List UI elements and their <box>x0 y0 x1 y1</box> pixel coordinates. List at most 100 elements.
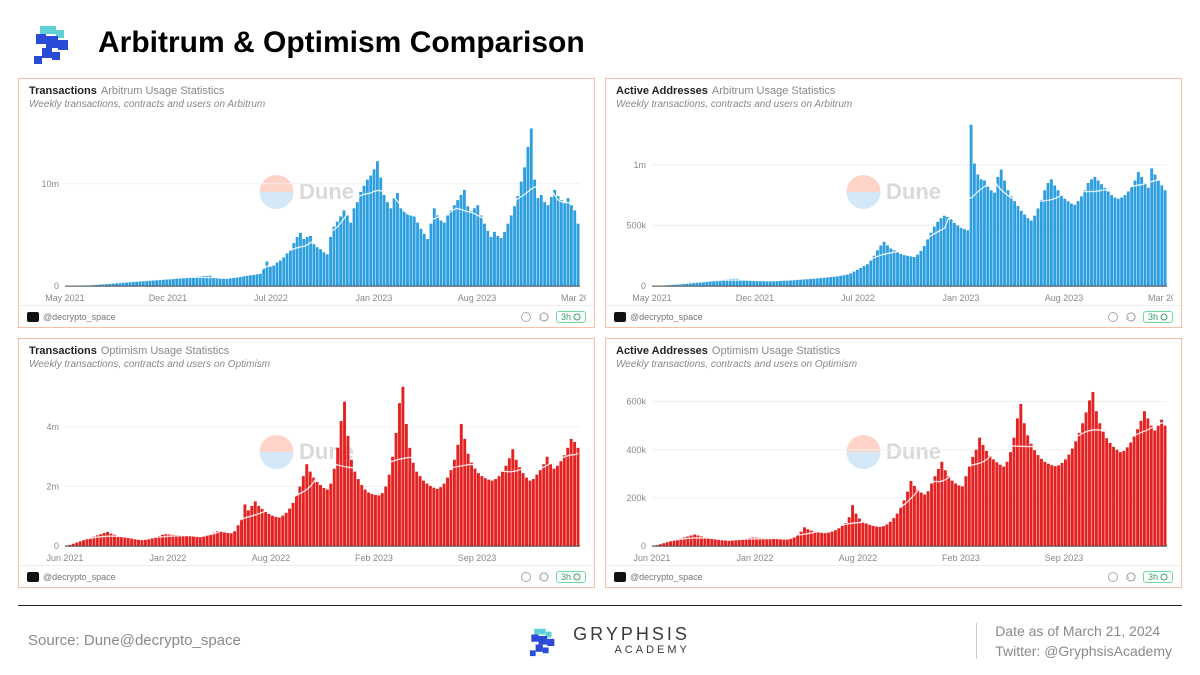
panel-footer: @decrypto_space 3h <box>19 565 594 587</box>
footer-twitter: Twitter: @GryphsisAcademy <box>995 643 1172 659</box>
author-link[interactable]: @decrypto_space <box>614 312 703 322</box>
svg-text:1m: 1m <box>633 160 646 170</box>
svg-text:Aug 2022: Aug 2022 <box>252 553 290 563</box>
chart-svg: 0 200k 400k 600k Jun 2021 Jan 2022 Aug 2022 Fe… <box>614 376 1173 565</box>
author-avatar <box>27 572 39 582</box>
svg-text:Aug 2022: Aug 2022 <box>839 553 877 563</box>
svg-text:Sep 2023: Sep 2023 <box>458 553 496 563</box>
author-link[interactable]: @decrypto_space <box>27 312 116 322</box>
refresh-icon[interactable] <box>538 571 550 583</box>
svg-text:Sep 2023: Sep 2023 <box>1045 553 1083 563</box>
svg-text:0: 0 <box>54 281 59 291</box>
svg-text:Feb 2023: Feb 2023 <box>355 553 393 563</box>
chart-area: Dune 0500k1m May 2021Dec 2021Jul 2022Jan… <box>614 116 1173 305</box>
panel-footer: @decrypto_space 3h <box>606 305 1181 327</box>
svg-text:Feb 2023: Feb 2023 <box>942 553 980 563</box>
panel-header: Transactions Optimism Usage Statistics Wee… <box>19 339 594 372</box>
svg-text:0: 0 <box>54 541 59 551</box>
subtitle-label: Optimism Usage Statistics <box>712 345 840 357</box>
footer: Source: Dune@decrypto_space GRYPHSIS ACA… <box>18 605 1182 675</box>
panel-header: Transactions Arbitrum Usage Statistics Wee… <box>19 79 594 112</box>
refresh-icon[interactable] <box>538 311 550 323</box>
svg-text:Mar 2024: Mar 2024 <box>561 293 586 303</box>
desc-label: Weekly transactions, contracts and users… <box>616 359 1171 370</box>
chart-area: Dune 0200k400k600k Jun 2021Jan 2022Aug 2… <box>614 376 1173 565</box>
svg-text:Jan 2023: Jan 2023 <box>943 293 980 303</box>
gryphsis-logo-small <box>30 18 80 68</box>
page-title: Arbitrum & Optimism Comparison <box>98 26 585 60</box>
gryphsis-logo-footer <box>527 623 563 659</box>
chart-area: Dune 010m May 2021Dec 2021Jul 2022Jan 20… <box>27 116 586 305</box>
author-avatar <box>614 312 626 322</box>
chart-grid: Transactions Arbitrum Usage Statistics Wee… <box>0 78 1200 588</box>
svg-text:200k: 200k <box>626 493 646 503</box>
metric-label: Transactions <box>29 345 97 357</box>
subtitle-label: Arbitrum Usage Statistics <box>101 85 224 97</box>
svg-text:Jan 2022: Jan 2022 <box>736 553 773 563</box>
refresh-badge[interactable]: 3h <box>556 571 586 583</box>
chart-svg: 0500k1m May 2021Dec 2021Jul 2022Jan 2023… <box>614 116 1173 305</box>
panel-header: Active Addresses Optimism Usage Statistic… <box>606 339 1181 372</box>
desc-label: Weekly transactions, contracts and users… <box>29 99 584 110</box>
author-link[interactable]: @decrypto_space <box>614 572 703 582</box>
svg-text:Jun 2021: Jun 2021 <box>633 553 670 563</box>
footer-meta: Date as of March 21, 2024 Twitter: @Gryp… <box>976 623 1172 659</box>
panel-optimism-transactions: Transactions Optimism Usage Statistics Wee… <box>18 338 595 588</box>
metric-label: Active Addresses <box>616 85 708 97</box>
svg-text:Jul 2022: Jul 2022 <box>254 293 288 303</box>
svg-text:0: 0 <box>641 541 646 551</box>
svg-text:Jul 2022: Jul 2022 <box>841 293 875 303</box>
panel-arbitrum-addresses: Active Addresses Arbitrum Usage Statistic… <box>605 78 1182 328</box>
metric-label: Active Addresses <box>616 345 708 357</box>
svg-text:10m: 10m <box>41 179 59 189</box>
svg-text:Aug 2023: Aug 2023 <box>1045 293 1083 303</box>
refresh-icon[interactable] <box>1125 571 1137 583</box>
refresh-icon[interactable] <box>1125 311 1137 323</box>
svg-text:Jun 2021: Jun 2021 <box>46 553 83 563</box>
chart-svg: 0 10m May 2021 Dec 2021 Jul 2022 Jan 2023 Aug… <box>27 116 586 305</box>
expand-icon[interactable] <box>520 571 532 583</box>
refresh-badge[interactable]: 3h <box>556 311 586 323</box>
svg-text:400k: 400k <box>626 445 646 455</box>
metric-label: Transactions <box>29 85 97 97</box>
svg-text:Mar 2024: Mar 2024 <box>1148 293 1173 303</box>
author-handle: @decrypto_space <box>43 572 116 582</box>
author-link[interactable]: @decrypto_space <box>27 572 116 582</box>
expand-icon[interactable] <box>1107 571 1119 583</box>
panel-header: Active Addresses Arbitrum Usage Statistic… <box>606 79 1181 112</box>
svg-text:Dec 2021: Dec 2021 <box>149 293 187 303</box>
svg-text:Aug 2023: Aug 2023 <box>458 293 496 303</box>
brand-name: GRYPHSIS <box>573 625 690 643</box>
chart-area: Dune 02m4m Jun 2021Jan 2022Aug 2022Feb 2… <box>27 376 586 565</box>
svg-text:0: 0 <box>641 281 646 291</box>
svg-text:Jan 2023: Jan 2023 <box>356 293 393 303</box>
header: Arbitrum & Optimism Comparison <box>0 0 1200 78</box>
svg-text:Jan 2022: Jan 2022 <box>149 553 186 563</box>
expand-icon[interactable] <box>1107 311 1119 323</box>
svg-text:4m: 4m <box>46 422 59 432</box>
refresh-badge[interactable]: 3h <box>1143 311 1173 323</box>
chart-svg: 0 2m 4m Jun 2021 Jan 2022 Aug 2022 Feb 2023 Se… <box>27 376 586 565</box>
desc-label: Weekly transactions, contracts and users… <box>616 99 1171 110</box>
author-handle: @decrypto_space <box>43 312 116 322</box>
footer-brand: GRYPHSIS ACADEMY <box>527 623 690 659</box>
panel-arbitrum-transactions: Transactions Arbitrum Usage Statistics Wee… <box>18 78 595 328</box>
svg-text:2m: 2m <box>46 481 59 491</box>
subtitle-label: Optimism Usage Statistics <box>101 345 229 357</box>
refresh-badge[interactable]: 3h <box>1143 571 1173 583</box>
author-avatar <box>27 312 39 322</box>
author-avatar <box>614 572 626 582</box>
footer-source: Source: Dune@decrypto_space <box>28 632 241 649</box>
expand-icon[interactable] <box>520 311 532 323</box>
panel-footer: @decrypto_space 3h <box>606 565 1181 587</box>
svg-text:600k: 600k <box>626 397 646 407</box>
svg-text:May 2021: May 2021 <box>632 293 671 303</box>
svg-text:Dec 2021: Dec 2021 <box>736 293 774 303</box>
footer-date: Date as of March 21, 2024 <box>995 623 1160 639</box>
panel-footer: @decrypto_space 3h <box>19 305 594 327</box>
brand-sub: ACADEMY <box>614 645 689 656</box>
svg-text:May 2021: May 2021 <box>45 293 84 303</box>
desc-label: Weekly transactions, contracts and users… <box>29 359 584 370</box>
subtitle-label: Arbitrum Usage Statistics <box>712 85 835 97</box>
author-handle: @decrypto_space <box>630 572 703 582</box>
